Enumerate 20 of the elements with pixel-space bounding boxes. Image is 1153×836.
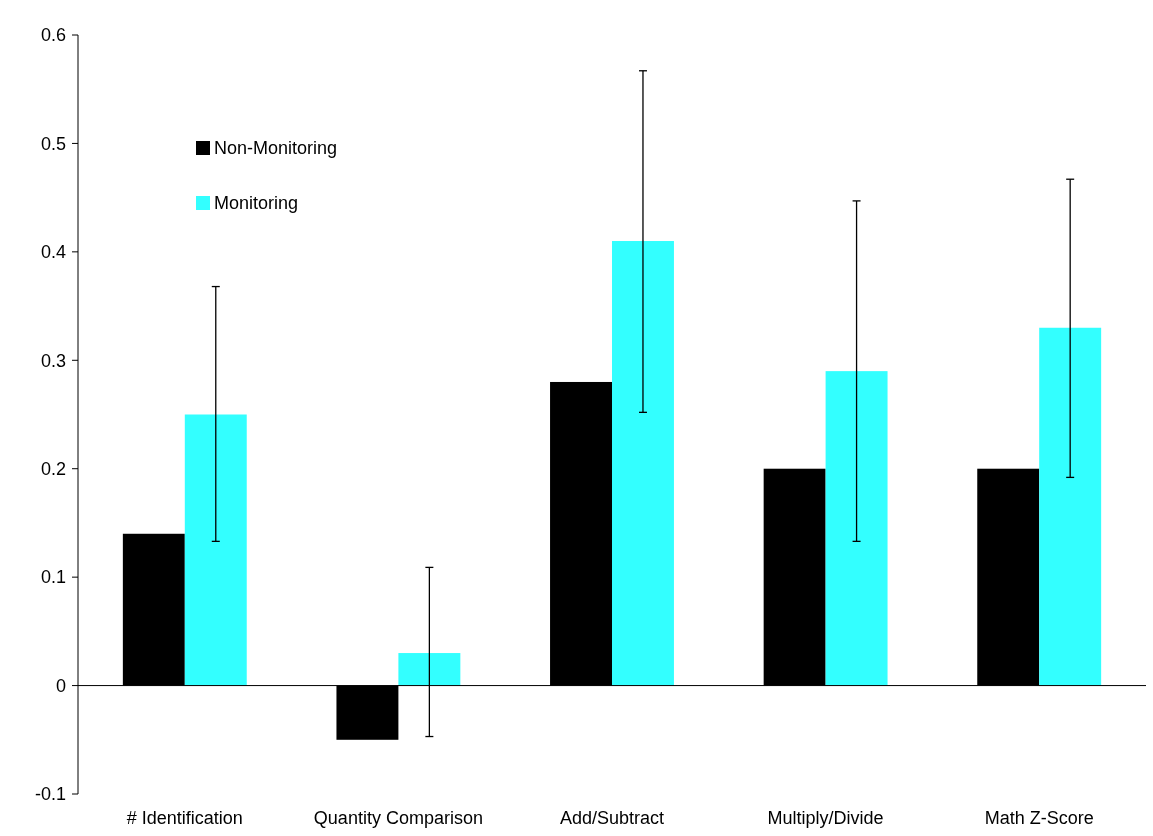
x-tick-label: Math Z-Score	[984, 808, 1094, 828]
y-tick-label: 0.6	[40, 25, 66, 46]
x-tick-label: Quantity Comparison	[313, 808, 483, 828]
legend-label: Non-Monitoring	[214, 138, 338, 159]
y-tick-label: 0.4	[40, 242, 66, 263]
y-tick-label: -0.1	[34, 784, 66, 805]
x-tick-label: Add/Subtract	[559, 808, 665, 828]
x-tick-label: # Identification	[126, 808, 243, 828]
bar	[1039, 327, 1102, 686]
legend-label: Monitoring	[214, 193, 299, 214]
x-tick-label: Multiply/Divide	[767, 808, 884, 828]
bar	[398, 653, 461, 686]
y-tick-label: 0.1	[40, 567, 66, 588]
y-tick-label: 0.5	[40, 133, 66, 154]
bar	[825, 371, 888, 686]
bar	[184, 414, 247, 686]
y-tick-label: 0.3	[40, 350, 66, 371]
y-tick-label: 0.2	[40, 459, 66, 480]
bar	[612, 241, 674, 686]
y-tick-label: 0	[55, 675, 66, 696]
